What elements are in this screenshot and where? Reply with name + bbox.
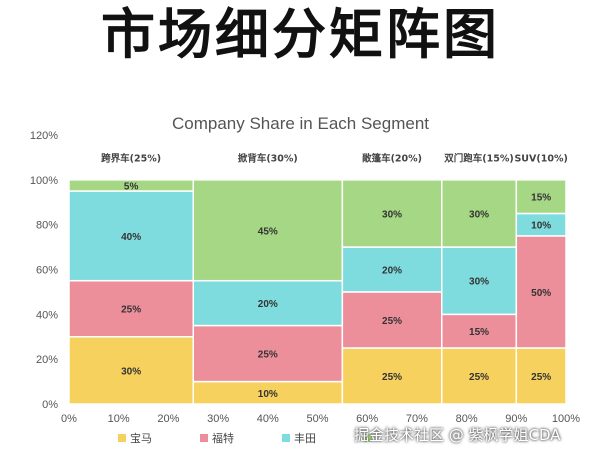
mosaic-cell xyxy=(515,347,567,405)
legend-label: 丰田 xyxy=(294,432,316,445)
legend-swatch xyxy=(118,434,126,442)
legend-swatch xyxy=(282,434,290,442)
cell-value-label: 15% xyxy=(531,193,551,204)
cell-value-label: 45% xyxy=(258,226,278,237)
cell-value-label: 25% xyxy=(382,316,402,327)
x-tick-label: 30% xyxy=(207,413,229,425)
cell-value-label: 15% xyxy=(469,327,489,338)
y-tick-label: 120% xyxy=(30,130,58,142)
cell-value-label: 25% xyxy=(121,305,141,316)
segment-header-label: SUV(10%) xyxy=(514,153,567,164)
cell-value-label: 5% xyxy=(124,181,139,192)
y-tick-label: 0% xyxy=(42,399,58,411)
cell-value-label: 10% xyxy=(531,221,551,232)
x-tick-label: 40% xyxy=(257,413,279,425)
mosaic-cell xyxy=(68,279,194,338)
cell-value-label: 25% xyxy=(469,372,489,383)
segment-header-label: 双门跑车(15%) xyxy=(443,152,513,164)
x-tick-label: 50% xyxy=(306,413,328,425)
legend-swatch xyxy=(200,434,208,442)
chart-title: Company Share in Each Segment xyxy=(171,114,430,133)
y-tick-label: 60% xyxy=(36,265,58,277)
mosaic-cell xyxy=(68,190,194,282)
cell-value-label: 30% xyxy=(469,277,489,288)
mosaic-cell xyxy=(441,246,518,316)
cell-value-label: 40% xyxy=(121,232,141,243)
x-tick-label: 90% xyxy=(505,413,527,425)
mosaic-cell xyxy=(515,179,567,215)
x-tick-label: 0% xyxy=(61,413,77,425)
watermark: 掘金技术社区 @ 紫枫学姐CDA xyxy=(354,426,561,444)
legend-swatch xyxy=(364,434,372,442)
segment-header-label: 敞篷车(20%) xyxy=(362,152,422,164)
legend-label: 宝马 xyxy=(130,431,152,445)
x-tick-label: 100% xyxy=(552,413,580,425)
mosaic-cell xyxy=(341,291,443,349)
segment-header-label: 掀背车(30%) xyxy=(238,152,298,164)
mosaic-cell xyxy=(441,179,518,248)
cell-value-label: 50% xyxy=(531,288,551,299)
cell-value-label: 30% xyxy=(121,366,141,377)
x-tick-label: 10% xyxy=(108,413,130,425)
x-tick-label: 60% xyxy=(356,413,378,425)
cell-value-label: 20% xyxy=(382,266,402,277)
x-tick-label: 70% xyxy=(406,413,428,425)
mosaic-cell xyxy=(192,324,344,383)
y-tick-label: 80% xyxy=(36,220,58,232)
x-tick-label: 80% xyxy=(456,413,478,425)
x-tick-label: 20% xyxy=(157,413,179,425)
cell-value-label: 30% xyxy=(469,209,489,220)
mosaic-cell xyxy=(192,179,344,282)
cell-value-label: 25% xyxy=(531,372,551,383)
mosaic-cell xyxy=(341,347,443,405)
cell-value-label: 10% xyxy=(258,389,278,400)
y-tick-label: 100% xyxy=(30,175,58,187)
cell-value-label: 20% xyxy=(258,299,278,310)
legend-label: 福特 xyxy=(212,431,234,445)
mosaic-cell xyxy=(515,235,567,349)
y-tick-label: 20% xyxy=(36,354,58,366)
cell-value-label: 25% xyxy=(258,350,278,361)
y-tick-label: 40% xyxy=(36,309,58,321)
banner-title: 市场细分矩阵图 xyxy=(101,3,500,66)
cell-value-label: 30% xyxy=(382,209,402,220)
cell-value-label: 25% xyxy=(382,372,402,383)
segment-header-label: 跨界车(25%) xyxy=(101,152,161,164)
